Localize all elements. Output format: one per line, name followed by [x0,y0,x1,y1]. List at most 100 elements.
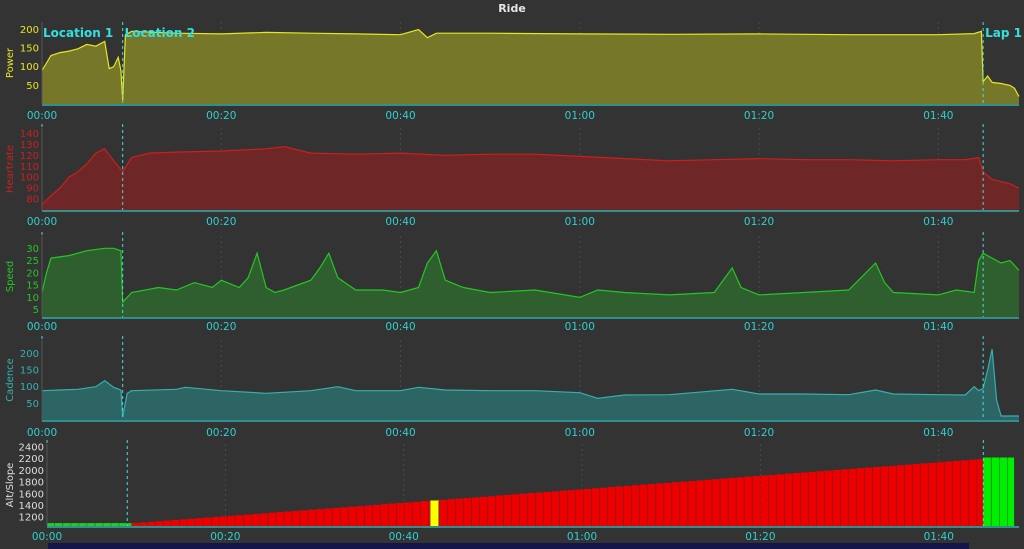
panel-cadence-ytick-label: 150 [20,366,39,377]
slope-bar [487,496,496,526]
panel-speed-ytick-label: 30 [26,244,39,255]
slope-bar [977,459,983,526]
slope-bar [63,523,71,526]
slope-bar [945,461,953,526]
slope-bar [640,484,648,526]
panel-speed-ytick-label: 20 [26,268,39,279]
slope-bar [155,521,164,526]
slope-bar [348,506,356,526]
slope-bar [252,514,260,526]
slope-bar [880,466,889,526]
slope-bar [728,477,736,526]
panel-power-xtick-label: 01:20 [744,110,774,122]
slope-bar [71,523,79,526]
marker-label: Lap 1 [985,26,1022,40]
panel-power-xtick-label: 00:00 [27,110,57,122]
slope-bar [535,492,544,526]
slope-bar [583,488,592,526]
panel-speed-xtick-label: 00:20 [206,321,236,333]
slope-bar [969,459,977,526]
panel-cadence-xtick-label: 00:00 [27,427,57,439]
slope-bar [736,477,744,526]
slope-bar [220,516,228,526]
panel-heartrate-ytick-label: 100 [20,173,39,184]
slope-bar [503,494,512,526]
slope-bar [768,474,776,526]
slope-bar [776,474,784,526]
slope-bar [559,490,568,526]
panel-heartrate-ytick-label: 140 [20,129,39,140]
slope-bar [656,483,664,526]
panel-power-xtick-label: 01:00 [565,110,595,122]
slope-bar [599,487,608,526]
slope-bar [332,507,340,526]
slope-bar [268,512,276,526]
slope-bar [983,457,991,526]
slope-bar [511,494,520,526]
slope-bar [912,464,921,526]
slope-bar [364,505,373,526]
slope-bar [447,499,455,526]
panel-altslope-ytick-label: 2000 [19,466,44,477]
slope-bar [696,480,704,526]
panel-power-ytick-label: 50 [26,81,39,92]
slope-bar [103,523,111,526]
slope-bar [203,517,212,526]
slope-bar [991,457,999,526]
slope-bar [276,512,284,526]
slope-bar [575,489,584,526]
slope-bar [688,481,696,526]
slope-bar [380,504,389,526]
slope-bar [300,510,308,526]
panel-power-xtick-label: 01:40 [923,110,953,122]
panel-altslope-ytick-label: 1200 [19,513,44,524]
slope-bar [920,463,929,526]
panel-altslope-ylabel: Alt/Slope [5,463,16,508]
slope-bar [396,503,405,526]
slope-bar [236,515,244,526]
panel-speed-ytick-label: 15 [26,281,39,292]
slope-bar [292,510,300,526]
panel-heartrate-xtick-label: 01:40 [923,216,953,228]
slope-bar [1007,457,1015,526]
panel-cadence-xtick-label: 00:40 [385,427,415,439]
panel-heartrate-xtick-label: 00:20 [206,216,236,228]
panel-cadence-xtick-label: 01:20 [744,427,774,439]
slope-bar [79,523,87,526]
slope-bar [479,496,488,526]
slope-bar [624,485,632,526]
slope-bar [856,468,865,526]
slope-bar [527,493,536,526]
slope-bar [720,478,728,526]
panel-cadence-ytick-label: 100 [20,382,39,393]
panel-cadence-ytick-label: 200 [20,349,39,360]
slope-bar [428,500,431,526]
slope-bar [632,485,640,526]
slope-bar [244,514,252,526]
slope-bar [412,501,421,526]
panel-cadence-xtick-label: 00:20 [206,427,236,439]
slope-bar [430,500,438,526]
time-scrollbar[interactable] [48,543,969,549]
panel-cadence-ylabel: Cadence [5,358,16,402]
panel-power-line [41,28,1020,101]
slope-bar [439,499,447,526]
slope-bar [147,521,156,526]
slope-bar [800,472,809,526]
slope-bar [551,491,560,526]
slope-bar [127,523,132,526]
slope-bar [179,519,188,526]
slope-bar [388,503,397,526]
panel-altslope-ytick-label: 2200 [19,454,44,465]
panel-power-ytick-label: 200 [20,25,39,36]
slope-bar [471,497,480,526]
slope-bar [607,487,616,526]
slope-bar [904,464,913,526]
slope-bar [163,520,172,526]
slope-bar [324,508,332,526]
panel-power-ytick-label: 150 [20,44,39,55]
slope-bar [463,498,471,526]
panel-altslope-xtick-label: 00:00 [32,531,62,543]
slope-bar [792,473,801,526]
